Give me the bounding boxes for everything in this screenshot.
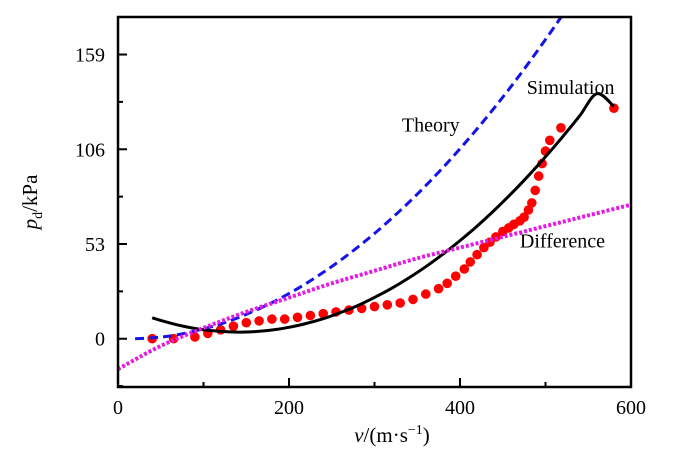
data-point-simulation <box>292 312 303 323</box>
data-point-simulation <box>459 264 470 274</box>
data-point-simulation <box>465 257 476 267</box>
data-point-simulation <box>556 123 566 133</box>
data-point-simulation <box>530 185 540 196</box>
y-tick-label: 106 <box>75 139 105 161</box>
annotation-layer: Simulation Theory Difference <box>402 77 615 253</box>
y-axis-title: pd/kPa <box>18 174 46 232</box>
data-point-simulation <box>241 317 252 328</box>
data-point-simulation <box>523 205 534 215</box>
data-point-simulation <box>442 278 453 289</box>
y-tick-label: 53 <box>85 234 105 256</box>
x-axis-symbol: v <box>354 423 364 447</box>
data-point-simulation <box>254 316 264 326</box>
series-line-theory <box>135 17 563 341</box>
tick-layer: 0 200 400 600 0 53 106 159 <box>75 45 646 419</box>
data-point-simulation <box>228 321 239 332</box>
data-point-simulation <box>408 294 418 305</box>
series-layer <box>118 17 631 371</box>
annotation-difference: Difference <box>520 231 605 253</box>
data-point-simulation <box>318 308 329 319</box>
y-axis-symbol: p <box>18 219 42 232</box>
data-point-simulation <box>527 198 537 208</box>
data-point-simulation <box>472 249 482 260</box>
data-point-simulation <box>369 301 380 312</box>
y-tick-label: 0 <box>95 329 105 351</box>
series-line-difference <box>118 202 631 371</box>
data-point-simulation <box>433 283 444 294</box>
annotation-theory: Theory <box>402 114 460 136</box>
data-point-simulation <box>267 314 277 324</box>
data-point-simulation <box>545 135 555 146</box>
x-tick-label: 0 <box>113 397 123 419</box>
x-axis-unit-close: ) <box>423 423 430 447</box>
data-point-simulation <box>395 298 406 308</box>
data-point-simulation <box>279 314 290 324</box>
data-point-simulation <box>450 271 461 282</box>
x-tick-label: 400 <box>445 397 475 419</box>
data-point-simulation <box>190 332 200 342</box>
data-point-simulation <box>305 310 316 321</box>
y-tick-label: 159 <box>75 45 105 67</box>
x-tick-label: 600 <box>616 397 646 419</box>
data-point-simulation <box>421 289 431 299</box>
series-line-fit <box>151 92 615 334</box>
data-point-simulation <box>533 171 544 181</box>
x-axis-unit-exponent: −1 <box>408 423 423 438</box>
x-axis-unit: /(m·s <box>364 423 408 447</box>
annotation-simulation: Simulation <box>527 77 615 99</box>
x-axis-title: v/(m·s−1) <box>354 423 430 447</box>
data-point-simulation <box>519 212 529 222</box>
data-point-simulation <box>382 300 393 310</box>
y-axis-symbol-subscript: d <box>31 212 46 219</box>
x-tick-label: 200 <box>274 397 304 419</box>
y-axis-unit: /kPa <box>18 174 42 212</box>
